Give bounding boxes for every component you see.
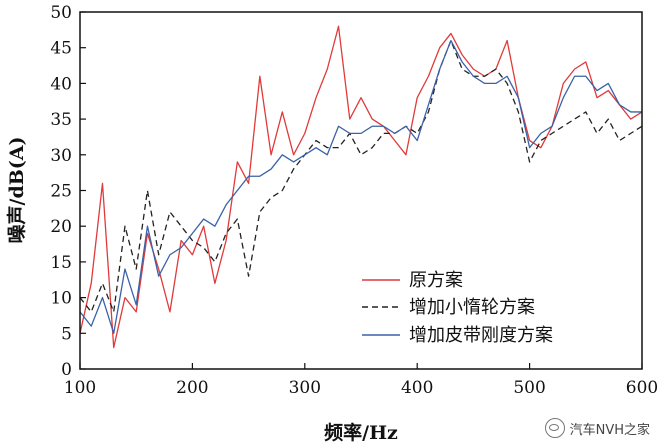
x-axis-title: 频率/Hz — [324, 421, 398, 444]
x-tick-label-200: 200 — [176, 378, 208, 398]
x-tick-label-100: 100 — [64, 378, 96, 398]
series-line-0 — [79, 25, 643, 349]
x-tick-label-300: 300 — [289, 378, 321, 398]
wechat-logo-icon — [544, 418, 565, 438]
y-tick-label-10: 10 — [50, 289, 72, 309]
y-tick-label-35: 35 — [50, 110, 72, 130]
series-layer — [79, 25, 643, 349]
watermark-text: 汽车NVH之家 — [569, 422, 650, 438]
x-tick-label-500: 500 — [513, 378, 545, 398]
y-tick-label-20: 20 — [50, 217, 72, 237]
y-axis-title: 噪声/dB(A) — [5, 136, 28, 243]
watermark: 汽车NVH之家 — [544, 418, 650, 438]
legend-label-0: 原方案 — [409, 270, 463, 291]
y-tick-label-0: 0 — [61, 360, 72, 380]
series-line-2 — [79, 39, 642, 334]
tick-layer: 100 200 300 400 500 600 0 5 10 15 20 25 30 35 40 45 50 — [50, 3, 658, 398]
legend: 原方案 增加小惰轮方案 增加皮带刚度方案 — [362, 270, 553, 346]
y-tick-label-40: 40 — [50, 74, 72, 94]
x-tick-label-400: 400 — [401, 378, 433, 398]
series-line-1 — [79, 39, 643, 313]
plot-frame — [79, 11, 643, 370]
y-tick-label-15: 15 — [50, 253, 72, 273]
legend-label-1: 增加小惰轮方案 — [409, 297, 535, 318]
y-tick-label-50: 50 — [50, 3, 72, 23]
y-tick-label-30: 30 — [50, 146, 72, 166]
y-tick-label-45: 45 — [50, 39, 72, 59]
y-tick-label-5: 5 — [61, 324, 72, 344]
y-tick-label-25: 25 — [50, 182, 72, 202]
legend-label-2: 增加皮带刚度方案 — [409, 325, 553, 346]
x-tick-label-600: 600 — [626, 378, 658, 398]
